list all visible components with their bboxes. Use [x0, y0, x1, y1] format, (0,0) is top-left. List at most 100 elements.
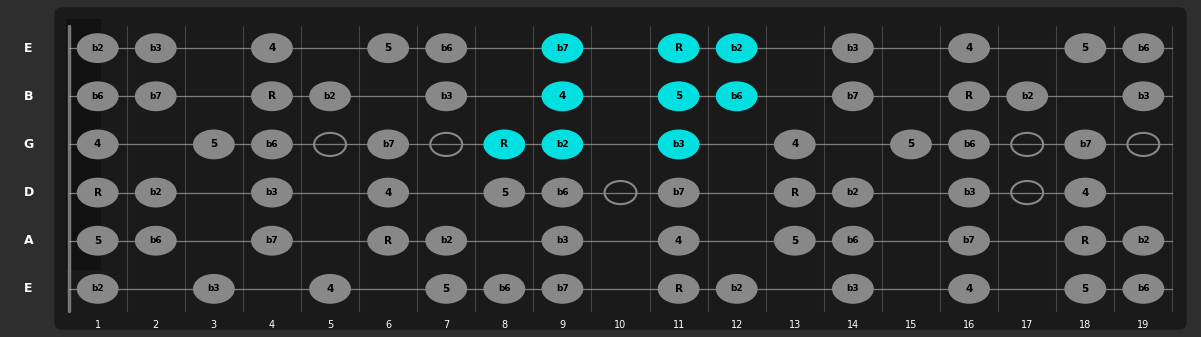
Text: b2: b2	[556, 140, 569, 149]
Text: b7: b7	[963, 236, 975, 245]
Text: 14: 14	[847, 320, 859, 330]
Text: 5: 5	[327, 320, 333, 330]
Ellipse shape	[773, 226, 815, 256]
Ellipse shape	[716, 274, 758, 304]
Ellipse shape	[251, 178, 293, 208]
Text: b7: b7	[265, 236, 279, 245]
Bar	[66, 19, 101, 270]
Text: b3: b3	[265, 188, 279, 197]
Text: R: R	[94, 188, 102, 197]
Ellipse shape	[658, 274, 699, 304]
Text: 4: 4	[966, 284, 973, 294]
Text: 4: 4	[558, 91, 566, 101]
Text: b2: b2	[1021, 92, 1034, 101]
Text: R: R	[1081, 236, 1089, 246]
Text: 5: 5	[210, 140, 217, 149]
Text: b2: b2	[730, 44, 743, 53]
Text: b6: b6	[556, 188, 569, 197]
Ellipse shape	[658, 81, 699, 111]
Ellipse shape	[251, 33, 293, 63]
Text: b3: b3	[208, 284, 220, 293]
Text: 18: 18	[1080, 320, 1092, 330]
Text: A: A	[24, 234, 34, 247]
Ellipse shape	[658, 178, 699, 208]
Ellipse shape	[135, 81, 177, 111]
Text: 4: 4	[966, 43, 973, 53]
Ellipse shape	[1064, 226, 1106, 256]
Ellipse shape	[1123, 33, 1164, 63]
Ellipse shape	[309, 274, 351, 304]
Ellipse shape	[425, 33, 467, 63]
Text: b2: b2	[847, 188, 859, 197]
Ellipse shape	[948, 178, 990, 208]
Text: 12: 12	[730, 320, 743, 330]
Ellipse shape	[948, 226, 990, 256]
Ellipse shape	[368, 129, 410, 159]
Text: b7: b7	[382, 140, 394, 149]
Text: 4: 4	[269, 320, 275, 330]
Text: b3: b3	[847, 44, 859, 53]
Ellipse shape	[542, 81, 584, 111]
Text: 4: 4	[675, 236, 682, 246]
Text: 5: 5	[1082, 43, 1089, 53]
Text: 2: 2	[153, 320, 159, 330]
Text: 15: 15	[904, 320, 918, 330]
Text: b6: b6	[91, 92, 104, 101]
Text: b2: b2	[1137, 236, 1149, 245]
Ellipse shape	[1064, 33, 1106, 63]
Text: 7: 7	[443, 320, 449, 330]
Text: 8: 8	[501, 320, 507, 330]
Text: b3: b3	[149, 44, 162, 53]
Ellipse shape	[948, 81, 990, 111]
Text: b2: b2	[324, 92, 336, 101]
Text: b6: b6	[265, 140, 279, 149]
Ellipse shape	[773, 178, 815, 208]
Text: 5: 5	[1082, 284, 1089, 294]
Text: b3: b3	[673, 140, 685, 149]
Ellipse shape	[484, 129, 525, 159]
Text: b6: b6	[1137, 44, 1149, 53]
Text: b2: b2	[91, 284, 104, 293]
Ellipse shape	[77, 274, 119, 304]
Ellipse shape	[1123, 81, 1164, 111]
Text: 13: 13	[789, 320, 801, 330]
Text: G: G	[24, 138, 34, 151]
Text: B: B	[24, 90, 34, 103]
Ellipse shape	[1006, 81, 1048, 111]
Text: 10: 10	[615, 320, 627, 330]
Text: R: R	[501, 140, 508, 149]
Text: b7: b7	[673, 188, 685, 197]
Text: 4: 4	[268, 43, 276, 53]
Ellipse shape	[193, 129, 234, 159]
Text: D: D	[24, 186, 34, 199]
Ellipse shape	[542, 129, 584, 159]
Ellipse shape	[716, 33, 758, 63]
Ellipse shape	[832, 81, 874, 111]
Text: 4: 4	[94, 140, 101, 149]
Text: b7: b7	[556, 284, 569, 293]
Ellipse shape	[1064, 178, 1106, 208]
Text: b7: b7	[847, 92, 859, 101]
Ellipse shape	[658, 33, 699, 63]
Text: b6: b6	[730, 92, 743, 101]
Text: b6: b6	[963, 140, 975, 149]
Text: b2: b2	[149, 188, 162, 197]
Ellipse shape	[1064, 274, 1106, 304]
Text: 4: 4	[1082, 188, 1089, 197]
Ellipse shape	[542, 226, 584, 256]
Ellipse shape	[832, 274, 874, 304]
Ellipse shape	[135, 33, 177, 63]
Text: b6: b6	[847, 236, 859, 245]
Text: 16: 16	[963, 320, 975, 330]
Text: E: E	[24, 42, 32, 55]
Text: b3: b3	[440, 92, 453, 101]
Text: 5: 5	[384, 43, 392, 53]
Ellipse shape	[890, 129, 932, 159]
Ellipse shape	[1064, 129, 1106, 159]
Text: b3: b3	[556, 236, 569, 245]
Ellipse shape	[251, 129, 293, 159]
Text: 6: 6	[386, 320, 392, 330]
Ellipse shape	[948, 129, 990, 159]
Text: b7: b7	[1078, 140, 1092, 149]
Text: E: E	[24, 282, 32, 295]
